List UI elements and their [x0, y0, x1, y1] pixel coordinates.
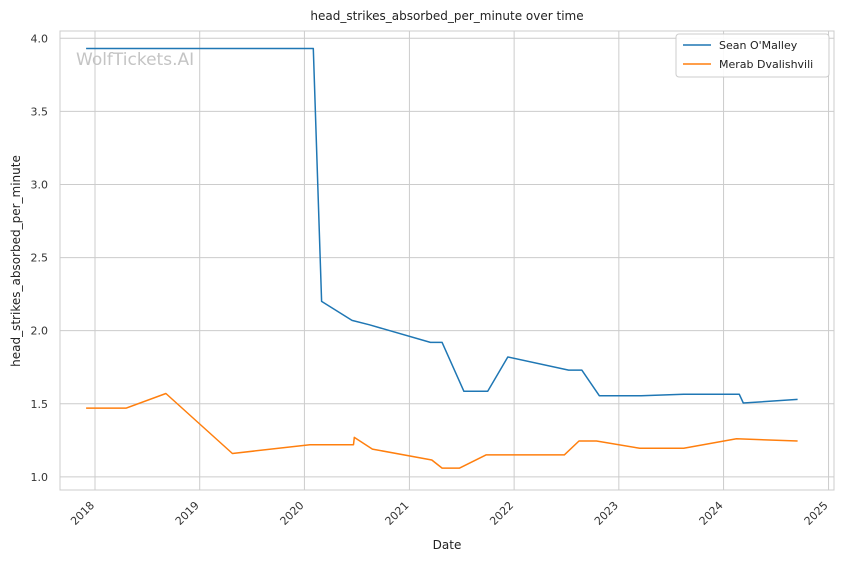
y-tick-label: 2.0: [31, 325, 49, 338]
y-tick-label: 1.0: [31, 471, 49, 484]
y-tick-label: 1.5: [31, 398, 49, 411]
legend-label-merab-dvalishvili: Merab Dvalishvili: [719, 58, 813, 71]
chart-title: head_strikes_absorbed_per_minute over ti…: [310, 9, 583, 23]
x-tick-label: 2023: [592, 499, 621, 528]
legend-box: [675, 33, 830, 78]
y-axis-ticks: 1.0 1.5 2.0 2.5 3.0 3.5 4.0: [31, 32, 49, 484]
x-tick-label: 2021: [383, 499, 412, 528]
x-tick-label: 2025: [802, 499, 831, 528]
legend: Sean O'Malley Merab Dvalishvili: [675, 33, 830, 78]
y-axis-label: head_strikes_absorbed_per_minute: [9, 155, 23, 367]
x-tick-label: 2020: [278, 499, 307, 528]
y-tick-label: 3.0: [31, 178, 49, 191]
y-tick-label: 2.5: [31, 252, 49, 265]
x-tick-label: 2022: [487, 499, 516, 528]
y-tick-label: 4.0: [31, 32, 49, 45]
x-tick-label: 2024: [697, 499, 726, 528]
series-lines: [86, 47, 798, 469]
legend-label-sean-omalley: Sean O'Malley: [719, 39, 798, 52]
grid-lines: [60, 31, 834, 490]
x-tick-label: 2019: [173, 499, 202, 528]
watermark: WolfTickets.AI: [76, 50, 194, 70]
plot-area-frame: [59, 30, 835, 491]
x-axis-label: Date: [433, 538, 462, 552]
y-tick-label: 3.5: [31, 105, 49, 118]
x-axis-ticks: 2018 2019 2020 2021 2022 2023 2024 2025: [68, 499, 831, 528]
series-line-merab-dvalishvili: [86, 392, 798, 469]
x-tick-label: 2018: [68, 499, 97, 528]
series-line-sean-o-malley: [86, 47, 798, 404]
